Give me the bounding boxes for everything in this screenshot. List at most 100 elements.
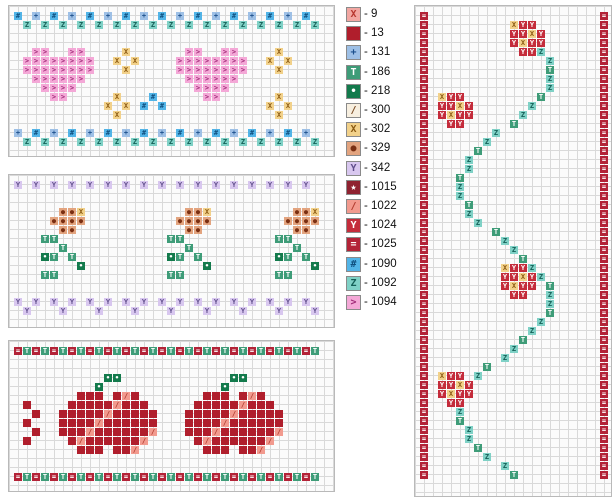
- apple-stitch: [95, 401, 103, 409]
- stitch-cell: T: [41, 347, 49, 355]
- apple-stitch: [131, 419, 139, 427]
- stitch-cell: =: [600, 39, 608, 47]
- stitch-cell: Z: [257, 138, 265, 146]
- apple-stitch: [203, 401, 211, 409]
- apple-stitch: [221, 446, 229, 454]
- berry-stitch: Y: [447, 372, 455, 380]
- stitch-cell: #: [140, 129, 148, 137]
- vine-stitch: Z: [546, 291, 554, 299]
- legend-symbol-swatch: Y: [346, 160, 361, 176]
- stitch-cell: T: [293, 347, 301, 355]
- legend-item: > - 1094: [346, 294, 412, 312]
- berry-stitch: Y: [456, 111, 464, 119]
- apple-stitch: [59, 410, 67, 418]
- heart-stitch: >: [194, 84, 202, 92]
- apple-stitch: /: [257, 446, 265, 454]
- stitch-cell: Y: [302, 298, 310, 306]
- legend-code-label: - 218: [364, 84, 391, 97]
- legend-code-label: - 1092: [364, 276, 397, 289]
- vine-stitch: Z: [456, 408, 464, 416]
- heart-stitch: >: [212, 93, 220, 101]
- heart-stitch: >: [50, 66, 58, 74]
- stitch-cell: =: [600, 327, 608, 335]
- apple-stitch: [230, 428, 238, 436]
- stitch-cell: =: [600, 12, 608, 20]
- stitch-cell: =: [420, 57, 428, 65]
- stitch-cell: +: [302, 129, 310, 137]
- flower-stitch: ●: [185, 208, 193, 216]
- berry-stitch: Y: [537, 39, 545, 47]
- stitch-cell: =: [212, 347, 220, 355]
- flower-stitch: ●: [311, 217, 319, 225]
- apple-stitch: [77, 446, 85, 454]
- vine-stitch: Z: [465, 435, 473, 443]
- apple-stitch: [248, 428, 256, 436]
- stitch-cell: =: [284, 347, 292, 355]
- stitch-cell: X: [122, 48, 130, 56]
- apple-stitch: [122, 401, 130, 409]
- stitch-cell: +: [86, 129, 94, 137]
- berry-stitch: Y: [465, 111, 473, 119]
- stitch-cell: =: [600, 57, 608, 65]
- legend-item: Y- 1024: [346, 217, 412, 235]
- stitch-cell: =: [600, 462, 608, 470]
- berry-stitch: Y: [438, 381, 446, 389]
- heart-stitch: >: [41, 66, 49, 74]
- stitch-cell: Y: [23, 307, 31, 315]
- vine-stitch: Z: [465, 156, 473, 164]
- heart-stitch: >: [212, 75, 220, 83]
- heart-stitch: >: [23, 57, 31, 65]
- berry-stitch: Y: [528, 39, 536, 47]
- vine-stitch: Z: [528, 264, 536, 272]
- apple-stitch: [275, 410, 283, 418]
- stitch-cell: =: [420, 75, 428, 83]
- stitch-cell: Y: [50, 298, 58, 306]
- stitch-cell: =: [212, 473, 220, 481]
- apple-stitch: [86, 446, 94, 454]
- apple-stitch: [140, 419, 148, 427]
- heart-stitch: >: [176, 57, 184, 65]
- stitch-cell: =: [600, 219, 608, 227]
- apple-stitch: [140, 428, 148, 436]
- stitch-cell: #: [248, 129, 256, 137]
- flower-stitch: ●: [59, 226, 67, 234]
- vine-stitch: Z: [474, 372, 482, 380]
- stitch-cell: =: [600, 210, 608, 218]
- vine-stitch: Z: [501, 354, 509, 362]
- apple-stitch: [257, 410, 265, 418]
- stitch-cell: #: [14, 12, 22, 20]
- heart-stitch: >: [77, 66, 85, 74]
- berry-stitch: Y: [519, 21, 527, 29]
- vine-stitch: Z: [474, 219, 482, 227]
- stitch-cell: =: [420, 435, 428, 443]
- heart-stitch: >: [230, 75, 238, 83]
- stitch-cell: Y: [176, 181, 184, 189]
- vine-stitch: T: [465, 201, 473, 209]
- apple-stitch: [203, 419, 211, 427]
- stitch-cell: =: [420, 318, 428, 326]
- legend-item: ● - 329: [346, 140, 412, 158]
- stitch-cell: •: [104, 374, 112, 382]
- apple-stitch: [59, 419, 67, 427]
- stitch-cell: Z: [59, 138, 67, 146]
- stitch-cell: +: [122, 129, 130, 137]
- stitch-cell: Y: [248, 298, 256, 306]
- berry-stitch: X: [519, 273, 527, 281]
- vine-stitch: Z: [537, 48, 545, 56]
- stitch-cell: =: [86, 473, 94, 481]
- stitch-cell: =: [420, 12, 428, 20]
- stitch-cell: Y: [14, 181, 22, 189]
- flower-stitch: ●: [284, 217, 292, 225]
- stitch-cell: X: [275, 66, 283, 74]
- stitch-cell: =: [194, 347, 202, 355]
- apple-stitch: [230, 401, 238, 409]
- apple-stitch: [68, 401, 76, 409]
- hearts-pattern-panel: [8, 5, 335, 157]
- heart-stitch: >: [41, 75, 49, 83]
- apple-stitch: [86, 437, 94, 445]
- apple-stitch: [77, 392, 85, 400]
- apple-stitch: /: [203, 437, 211, 445]
- berry-stitch: Y: [519, 48, 527, 56]
- stitch-cell: Y: [104, 298, 112, 306]
- stitch-cell: T: [167, 473, 175, 481]
